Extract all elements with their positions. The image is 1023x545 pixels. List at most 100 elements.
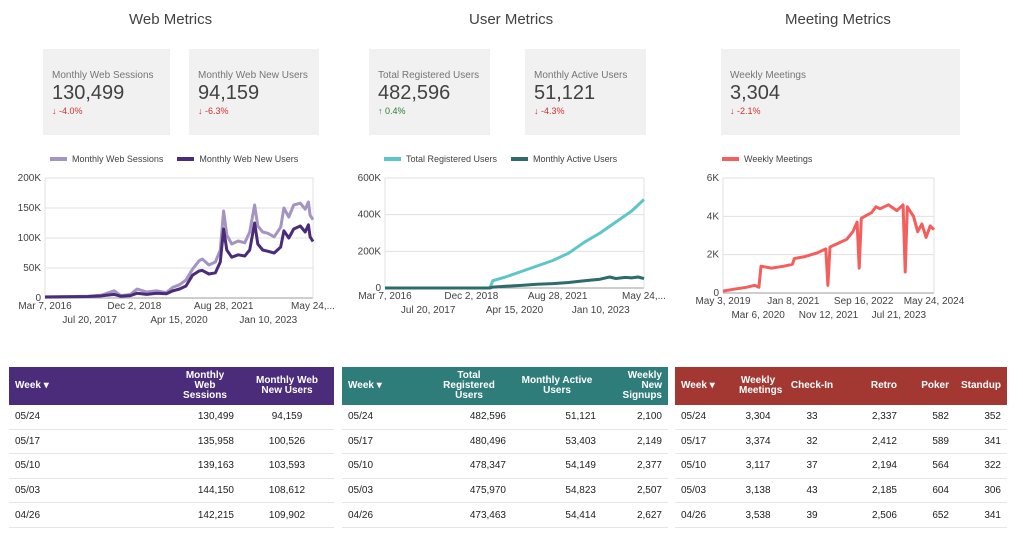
table-row[interactable]: 04/26 473,463 54,414 2,627 (342, 503, 668, 528)
legend-label: Monthly Web New Users (199, 154, 299, 164)
web-metrics-chart: 0 50K 100K 150K 200K Mar 7, 2016 Dec 2, 2018 Au… (18, 173, 335, 326)
legend-swatch (511, 157, 529, 161)
table-cell: 39 (806, 509, 818, 521)
legend-swatch (50, 157, 67, 161)
series-line-monthly-active-users[interactable] (385, 275, 645, 290)
table-cell: 3,138 (745, 485, 771, 497)
scorecard-label: Total Registered Users (378, 70, 480, 81)
column-header-retro[interactable]: Retro (870, 380, 897, 391)
table-row[interactable]: 04/26 142,215 109,902 (9, 503, 334, 528)
table-cell: 108,612 (268, 485, 306, 497)
x-tick-label: Jul 20, 2017 (62, 315, 117, 326)
table-cell: 2,627 (636, 509, 662, 521)
x-tick-label: Dec 2, 2018 (107, 301, 161, 312)
scorecard-delta: ↓ -2.1% (730, 106, 761, 116)
column-header-registered-users[interactable]: Total Registered Users (443, 370, 495, 401)
legend-label: Monthly Web Sessions (72, 154, 164, 164)
legend-label: Monthly Active Users (533, 154, 618, 164)
scorecard-web-sessions[interactable]: Monthly Web Sessions 130,499 ↓ -4.0% (43, 49, 170, 135)
legend-label: Total Registered Users (406, 154, 498, 164)
table-cell: 05/24 (681, 411, 707, 423)
scorecard-delta: ↑ 0.4% (378, 106, 406, 116)
scorecard-weekly-meetings[interactable]: Weekly Meetings 3,304 ↓ -2.1% (721, 49, 960, 135)
scorecard-active-users[interactable]: Monthly Active Users 51,121 ↓ -4.3% (525, 49, 646, 135)
y-tick-label: 150K (18, 203, 42, 214)
column-header-week[interactable]: Week ▾ (348, 380, 382, 391)
table-row[interactable]: 05/03 475,970 54,823 2,507 (342, 479, 668, 504)
table-row[interactable]: 05/10 139,163 103,593 (9, 454, 334, 479)
x-tick-label: Dec 2, 2018 (444, 291, 498, 302)
x-tick-label: Sep 16, 2022 (834, 296, 894, 307)
column-header-week[interactable]: Week ▾ (681, 380, 715, 391)
table-row[interactable]: 05/24 482,596 51,121 2,100 (342, 405, 668, 430)
legend-swatch (384, 157, 401, 161)
scorecard-label: Monthly Web Sessions (52, 70, 154, 81)
table-row[interactable]: 05/17 3,374 32 2,412 589 341 (675, 430, 1007, 455)
column-header-week[interactable]: Week ▾ (15, 380, 49, 391)
x-tick-label: May 3, 2019 (695, 296, 750, 307)
table-cell: 05/10 (15, 460, 41, 472)
x-tick-label: Mar 7, 2016 (18, 301, 72, 312)
legend-item-web-new-users[interactable]: Monthly Web New Users (177, 154, 298, 164)
column-header-poker[interactable]: Poker (921, 380, 949, 391)
scorecard-registered-users[interactable]: Total Registered Users 482,596 ↑ 0.4% (369, 49, 490, 135)
web-chart-legend: Monthly Web Sessions Monthly Web New Use… (50, 154, 298, 164)
scorecard-value: 3,304 (730, 82, 781, 104)
table-row[interactable]: 05/24 130,499 94,159 (9, 405, 334, 430)
table-row[interactable]: 05/03 144,150 108,612 (9, 479, 334, 504)
table-row[interactable]: 05/10 3,117 37 2,194 564 322 (675, 454, 1007, 479)
table-cell: 139,163 (197, 460, 234, 472)
table-cell: 341 (984, 435, 1001, 447)
series-line-total-registered-users[interactable] (385, 198, 646, 290)
legend-item-active-users[interactable]: Monthly Active Users (511, 154, 617, 164)
table-cell: 53,403 (565, 435, 596, 447)
x-tick-label: Mar 6, 2020 (731, 310, 785, 321)
table-cell: 05/17 (15, 435, 41, 447)
y-tick-label: 100K (18, 233, 42, 244)
x-tick-label: Aug 28, 2021 (528, 291, 588, 302)
scorecard-web-new-users[interactable]: Monthly Web New Users 94,159 ↓ -6.3% (189, 49, 319, 135)
table-row[interactable]: 04/26 3,538 39 2,506 652 341 (675, 503, 1007, 528)
table-cell: 3,117 (745, 460, 771, 472)
table-cell: 322 (984, 460, 1001, 472)
table-row[interactable]: 05/17 480,496 53,403 2,149 (342, 430, 668, 455)
legend-item-weekly-meetings[interactable]: Weekly Meetings (722, 154, 812, 164)
column-header-weekly-meetings[interactable]: Weekly Meetings (739, 375, 783, 396)
table-cell: 306 (984, 485, 1001, 497)
table-row[interactable]: 05/17 135,958 100,526 (9, 430, 334, 455)
table-cell: 05/03 (348, 485, 374, 497)
scorecard-label: Monthly Web New Users (198, 70, 308, 81)
table-row[interactable]: 05/03 3,138 43 2,185 604 306 (675, 479, 1007, 504)
web-metrics-table: Week ▾ Monthly Web Sessions Monthly Web … (9, 367, 334, 528)
column-header-standup[interactable]: Standup (961, 380, 1001, 391)
user-chart-legend: Total Registered Users Monthly Active Us… (384, 154, 617, 164)
table-body: 05/24 3,304 33 2,337 582 352 05/17 3,374 32 2,412… (675, 405, 1007, 528)
table-cell: 589 (932, 435, 949, 447)
legend-item-registered-users[interactable]: Total Registered Users (384, 154, 497, 164)
column-header-new-signups[interactable]: Weekly New Signups (622, 370, 662, 401)
y-tick-label: 4K (707, 211, 720, 222)
column-header-web-sessions[interactable]: Monthly Web Sessions (183, 370, 227, 401)
table-cell: 135,958 (197, 435, 234, 447)
column-header-check-in[interactable]: Check-In (790, 380, 834, 391)
table-cell: 652 (932, 509, 949, 521)
series-line-weekly-meetings[interactable] (722, 203, 936, 293)
table-cell: 3,304 (745, 411, 771, 423)
series-line-monthly-web-new-users[interactable] (44, 221, 315, 299)
table-cell: 2,377 (636, 460, 662, 472)
column-header-active-users[interactable]: Monthly Active Users (521, 375, 593, 396)
series-line-monthly-web-sessions[interactable] (44, 200, 315, 299)
table-cell: 37 (806, 460, 818, 472)
table-row[interactable]: 05/10 478,347 54,149 2,377 (342, 454, 668, 479)
y-tick-label: 600K (358, 173, 382, 184)
column-header-web-new-users[interactable]: Monthly Web New Users (255, 375, 319, 396)
scorecard-value: 94,159 (198, 82, 260, 104)
table-cell: 54,414 (565, 509, 596, 521)
table-cell: 54,823 (565, 485, 596, 497)
table-header: Week ▾ Weekly Meetings Check-In Retro Po… (675, 367, 1007, 405)
legend-item-web-sessions[interactable]: Monthly Web Sessions (50, 154, 163, 164)
meeting-metrics-table: Week ▾ Weekly Meetings Check-In Retro Po… (675, 367, 1007, 528)
table-cell: 05/03 (15, 485, 41, 497)
table-row[interactable]: 05/24 3,304 33 2,337 582 352 (675, 405, 1007, 430)
y-tick-label: 0 (375, 283, 381, 294)
